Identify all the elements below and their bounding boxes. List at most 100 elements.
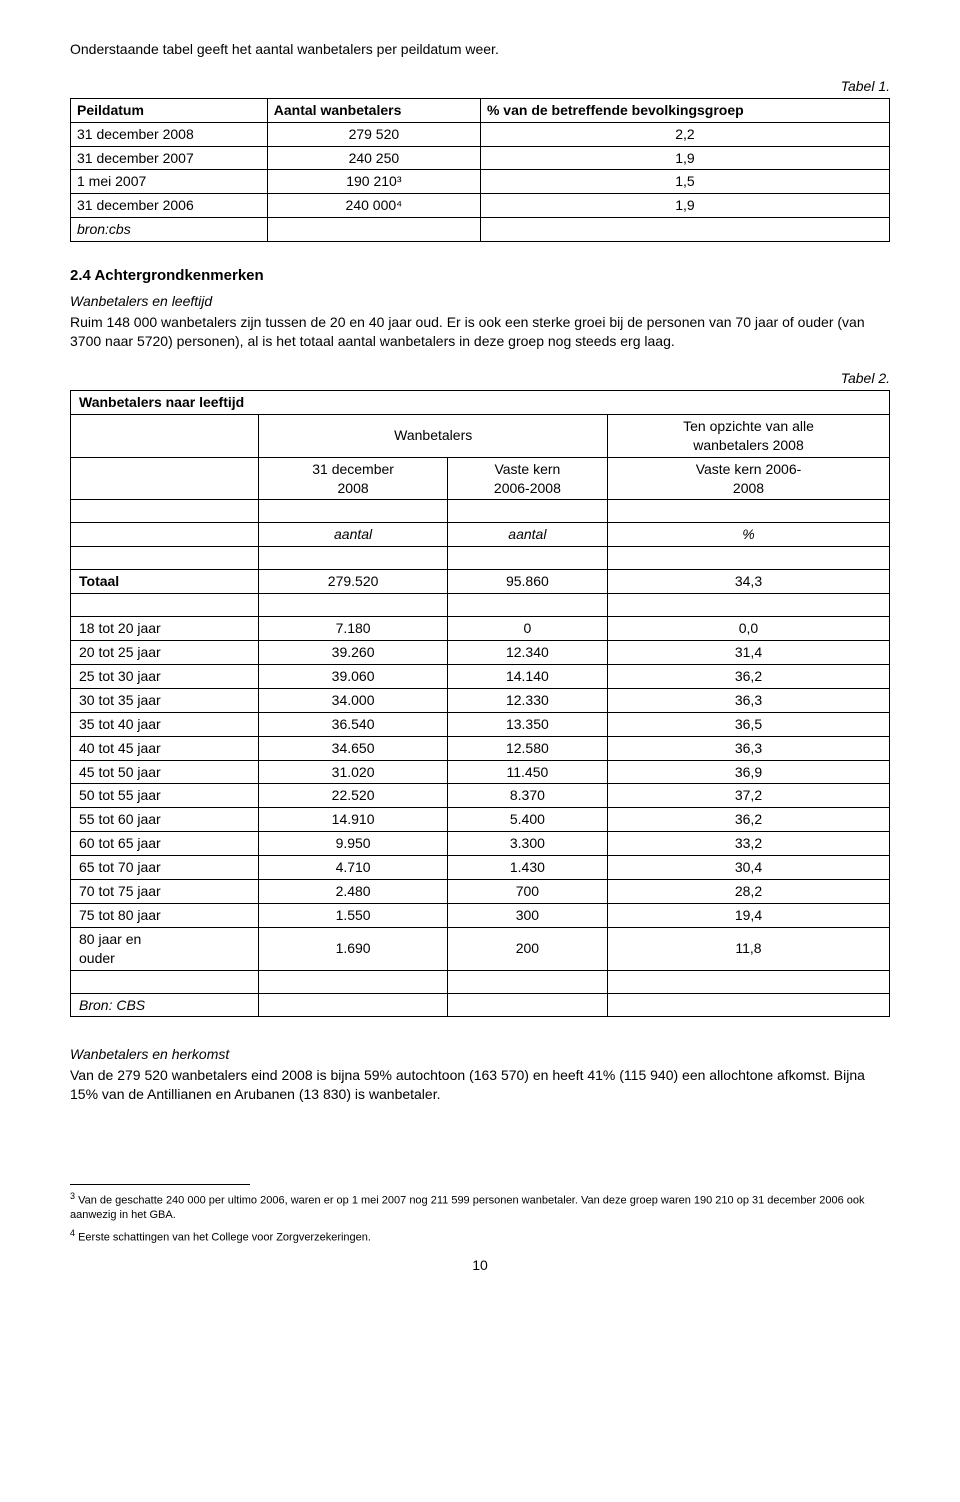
t2-r9-c2: 3.300	[447, 832, 607, 856]
t1-r0c0: 31 december 2008	[71, 122, 268, 146]
t2-r6-lbl: 45 tot 50 jaar	[71, 760, 259, 784]
table1-label: Tabel 1.	[70, 77, 890, 96]
table2-label: Tabel 2.	[70, 369, 890, 388]
t2-r7-c2: 8.370	[447, 784, 607, 808]
t2-e4a	[71, 970, 259, 993]
t2-total-c2: 95.860	[447, 570, 607, 594]
footnote-4: 4 Eerste schattingen van het College voo…	[70, 1228, 890, 1245]
table-row: 70 tot 75 jaar2.48070028,2	[71, 879, 890, 903]
t2-r8-c1: 14.910	[259, 808, 447, 832]
t2-s-b	[259, 993, 447, 1017]
t2-r7-c1: 22.520	[259, 784, 447, 808]
t2-col3: Vaste kern 2006- 2008	[607, 457, 889, 500]
t2-r1-c3: 31,4	[607, 641, 889, 665]
table-row: 75 tot 80 jaar1.55030019,4	[71, 903, 890, 927]
t2-r0-c3: 0,0	[607, 617, 889, 641]
t2-r11-c1: 2.480	[259, 879, 447, 903]
t2-ll1: 80 jaar en	[79, 931, 141, 947]
t2-blank-a	[71, 414, 259, 457]
t2-c2l2: 2006-2008	[494, 480, 561, 496]
table-row: 40 tot 45 jaar34.65012.58036,3	[71, 736, 890, 760]
t1-r1c0: 31 december 2007	[71, 146, 268, 170]
t2-r9-lbl: 60 tot 65 jaar	[71, 832, 259, 856]
t2-u2: aantal	[447, 523, 607, 547]
t2-last-c3: 11,8	[607, 927, 889, 970]
t2-col2: Vaste kern2006-2008	[447, 457, 607, 500]
table-row: 65 tot 70 jaar4.7101.43030,4	[71, 856, 890, 880]
t2-r1-c2: 12.340	[447, 641, 607, 665]
t2-c3l2: 2008	[733, 480, 764, 496]
t2-last-lbl: 80 jaar en ouder	[71, 927, 259, 970]
t2-ll2: ouder	[79, 950, 115, 966]
t2-r7-c3: 37,2	[607, 784, 889, 808]
t2-r1-lbl: 20 tot 25 jaar	[71, 641, 259, 665]
t2-r9-c1: 9.950	[259, 832, 447, 856]
t2-r5-lbl: 40 tot 45 jaar	[71, 736, 259, 760]
t1-src-empty2	[480, 218, 889, 242]
t2-r5-c1: 34.650	[259, 736, 447, 760]
t2-r0-c2: 0	[447, 617, 607, 641]
t1-r3c0: 31 december 2006	[71, 194, 268, 218]
t2-r12-c1: 1.550	[259, 903, 447, 927]
t2-r10-c2: 1.430	[447, 856, 607, 880]
page-number: 10	[70, 1256, 890, 1275]
t1-r2c1: 190 210³	[267, 170, 480, 194]
t2-source: Bron: CBS	[71, 993, 259, 1017]
t2-c1l2: 2008	[338, 480, 369, 496]
t2-group-right: Ten opzichte van allewanbetalers 2008	[607, 414, 889, 457]
footnote-rule	[70, 1184, 250, 1185]
t2-r1-c1: 39.260	[259, 641, 447, 665]
t2-r10-c3: 30,4	[607, 856, 889, 880]
t2-r9-c3: 33,2	[607, 832, 889, 856]
t2-total-c1: 279.520	[259, 570, 447, 594]
t1-h2: % van de betreffende bevolkingsgroep	[480, 98, 889, 122]
t2-col1: 31 december 2008	[259, 457, 447, 500]
t2-r10-lbl: 65 tot 70 jaar	[71, 856, 259, 880]
t1-r0c2: 2,2	[480, 122, 889, 146]
t1-r3c2: 1,9	[480, 194, 889, 218]
t2-r12-lbl: 75 tot 80 jaar	[71, 903, 259, 927]
t2-r6-c3: 36,9	[607, 760, 889, 784]
t2-e1a	[71, 500, 259, 523]
t2-c3l1: Vaste kern 2006-	[696, 461, 802, 477]
t2-u1: aantal	[259, 523, 447, 547]
table-row: 25 tot 30 jaar39.06014.14036,2	[71, 664, 890, 688]
table-row: 50 tot 55 jaar22.5208.37037,2	[71, 784, 890, 808]
t2-r11-lbl: 70 tot 75 jaar	[71, 879, 259, 903]
t1-r1c2: 1,9	[480, 146, 889, 170]
t2-r10-c1: 4.710	[259, 856, 447, 880]
t2-r6-c2: 11.450	[447, 760, 607, 784]
t2-last-c1: 1.690	[259, 927, 447, 970]
t2-r5-c2: 12.580	[447, 736, 607, 760]
table2: Wanbetalers naar leeftijd Wanbetalers Te…	[70, 390, 890, 1017]
sub1-title: Wanbetalers en leeftijd	[70, 292, 890, 311]
t2-s-d	[607, 993, 889, 1017]
t2-e1c	[447, 500, 607, 523]
t2-e3d	[607, 594, 889, 617]
t2-e4b	[259, 970, 447, 993]
t2-e2b	[259, 547, 447, 570]
t2-r4-lbl: 35 tot 40 jaar	[71, 712, 259, 736]
section-24-heading: 2.4 Achtergrondkenmerken	[70, 266, 890, 286]
t2-r3-c2: 12.330	[447, 688, 607, 712]
t2-e3c	[447, 594, 607, 617]
t2-e4c	[447, 970, 607, 993]
t1-r2c2: 1,5	[480, 170, 889, 194]
t2-r8-c2: 5.400	[447, 808, 607, 832]
table-row: 55 tot 60 jaar14.9105.40036,2	[71, 808, 890, 832]
fn4-text: Eerste schattingen van het College voor …	[78, 1232, 371, 1244]
table-row: 30 tot 35 jaar34.00012.33036,3	[71, 688, 890, 712]
t2-r3-lbl: 30 tot 35 jaar	[71, 688, 259, 712]
t2-e4d	[607, 970, 889, 993]
t2-r8-c3: 36,2	[607, 808, 889, 832]
t2-r12-c3: 19,4	[607, 903, 889, 927]
footnote-3: 3 Van de geschatte 240 000 per ultimo 20…	[70, 1191, 890, 1222]
t2-gr-l2: wanbetalers 2008	[693, 437, 804, 453]
t2-r0-lbl: 18 tot 20 jaar	[71, 617, 259, 641]
t2-e2a	[71, 547, 259, 570]
t2-c1l1: 31 december	[312, 461, 394, 477]
t2-e1b	[259, 500, 447, 523]
table-row: 45 tot 50 jaar31.02011.45036,9	[71, 760, 890, 784]
t2-title: Wanbetalers naar leeftijd	[71, 390, 890, 414]
t2-r11-c2: 700	[447, 879, 607, 903]
